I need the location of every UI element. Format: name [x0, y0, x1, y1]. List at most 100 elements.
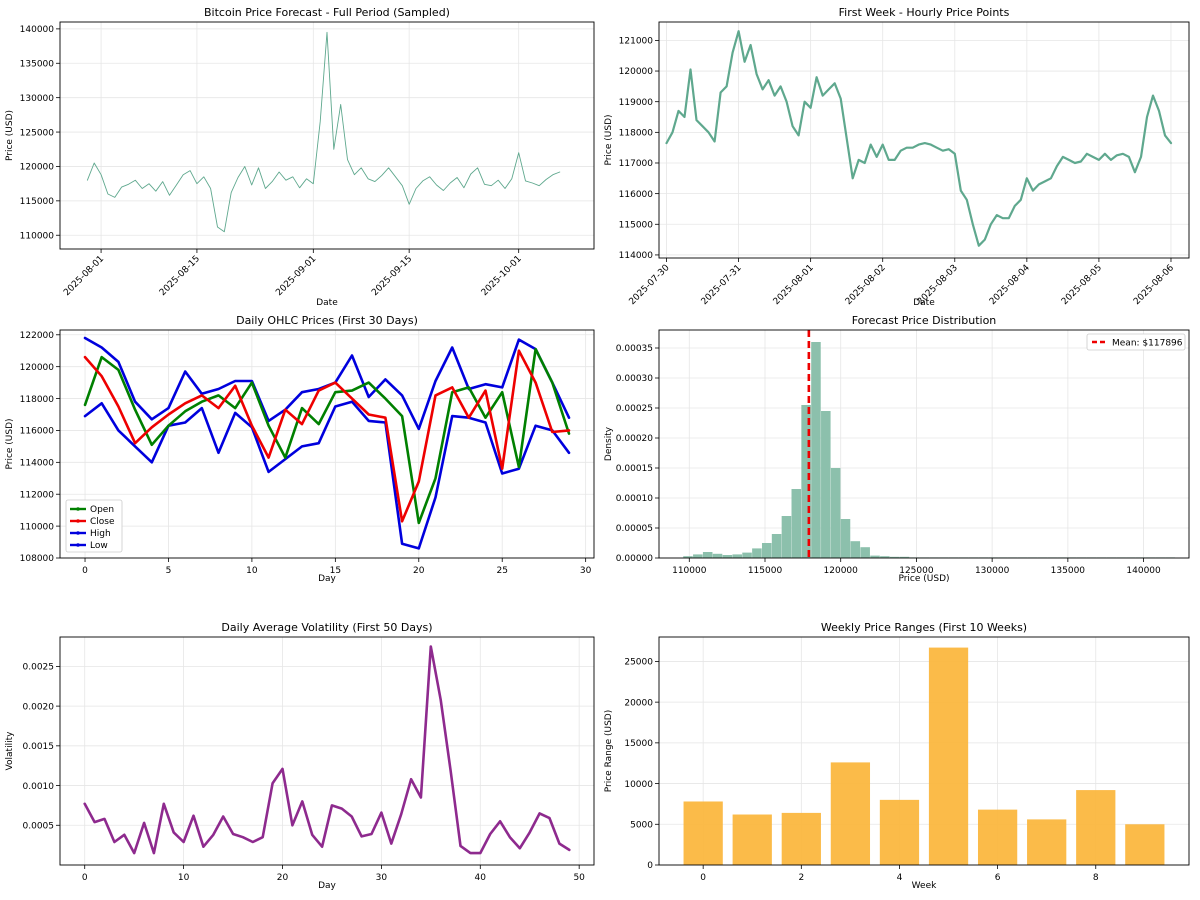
bar-week — [1125, 824, 1165, 865]
bar-week — [1027, 819, 1067, 865]
series-line-low — [83, 400, 571, 550]
x-tick-label: 10 — [246, 566, 258, 576]
y-tick-label: 114000 — [20, 459, 55, 469]
x-tick-label: 110000 — [672, 566, 707, 576]
y-tick-label: 0.0010 — [23, 782, 55, 792]
histogram-bar — [899, 556, 910, 558]
bar-week — [1076, 790, 1116, 865]
x-tick-label: 130000 — [975, 566, 1010, 576]
x-tick-label: 125000 — [899, 566, 934, 576]
y-tick-label: 116000 — [20, 427, 55, 437]
y-tick-label: 0.00005 — [616, 524, 653, 534]
x-tick-label: 20 — [413, 566, 425, 576]
plot-frame — [59, 636, 595, 866]
x-axis-label: Date — [316, 298, 338, 308]
y-tick-label: 116000 — [619, 190, 654, 200]
histogram-bar — [880, 556, 890, 558]
series-line-close — [83, 349, 571, 523]
histogram-bar — [693, 554, 703, 558]
histogram-bar — [821, 411, 831, 558]
x-tick-label: 120000 — [824, 566, 859, 576]
x-tick-label: 50 — [573, 873, 585, 883]
legend-box — [1086, 333, 1186, 351]
x-tick-label: 25 — [496, 566, 507, 576]
legend-label: Mean: $117896 — [1112, 339, 1183, 349]
x-tick-label: 0 — [82, 873, 88, 883]
y-tick-label: 5000 — [630, 820, 653, 830]
x-tick-label: 2025-08-02 — [844, 263, 888, 307]
x-tick-label: 2025-09-01 — [274, 254, 318, 298]
y-tick-label: 0.00020 — [616, 434, 653, 444]
y-tick-label: 0.00035 — [616, 344, 653, 354]
x-tick-label: 135000 — [1051, 566, 1086, 576]
x-axis-label: Day — [318, 881, 336, 891]
y-tick-label: 121000 — [619, 37, 654, 47]
histogram-bar — [732, 554, 742, 558]
x-tick-label: 2025-10-01 — [480, 254, 524, 298]
x-tick-label: 6 — [995, 873, 1001, 883]
histogram-bar — [791, 489, 802, 558]
x-tick-label: 15 — [330, 566, 341, 576]
histogram-bar — [840, 519, 851, 558]
series-line-open — [83, 347, 571, 525]
y-tick-label: 115000 — [619, 220, 654, 230]
y-axis-label: Volatility — [5, 731, 15, 771]
histogram-bar — [771, 534, 782, 558]
y-axis-label: Price (USD) — [5, 110, 15, 161]
histogram-bar — [781, 516, 792, 558]
y-axis-label: Price Range (USD) — [604, 710, 614, 792]
y-tick-label: 135000 — [20, 59, 55, 69]
x-axis-label: Week — [912, 881, 937, 891]
legend-label: Close — [90, 517, 115, 527]
chart-title: Daily OHLC Prices (First 30 Days) — [236, 314, 418, 327]
x-tick-label: 10 — [178, 873, 190, 883]
y-tick-label: 0.00010 — [616, 494, 653, 504]
x-tick-label: 140000 — [1126, 566, 1161, 576]
x-tick-label: 2025-08-15 — [158, 254, 202, 298]
y-tick-label: 0.00030 — [616, 374, 653, 384]
x-tick-label: 0 — [82, 566, 88, 576]
y-tick-label: 120000 — [619, 67, 654, 77]
chart-title: Bitcoin Price Forecast - Full Period (Sa… — [204, 6, 450, 19]
y-tick-label: 20000 — [624, 698, 653, 708]
y-tick-label: 114000 — [619, 251, 654, 261]
histogram-bar — [722, 555, 733, 558]
bar-week — [683, 801, 723, 865]
x-tick-label: 20 — [277, 873, 289, 883]
y-axis-label: Density — [604, 426, 614, 461]
plot-frame — [59, 21, 595, 250]
bar-week — [781, 812, 821, 865]
legend-label: Open — [90, 505, 114, 515]
y-tick-label: 120000 — [20, 363, 55, 373]
x-tick-label: 8 — [1093, 873, 1099, 883]
legend-box — [65, 499, 123, 553]
legend-marker — [76, 531, 80, 535]
y-tick-label: 117000 — [619, 159, 654, 169]
plot-frame — [658, 21, 1190, 259]
y-tick-label: 108000 — [20, 554, 55, 564]
plot-frame — [658, 636, 1190, 866]
x-axis-label: Date — [913, 298, 935, 308]
histogram-bar — [702, 552, 713, 558]
x-tick-label: 2025-08-01 — [62, 254, 106, 298]
histogram-bar — [830, 468, 841, 558]
x-axis-label: Price (USD) — [898, 574, 949, 584]
bar-week — [928, 647, 969, 865]
histogram-bar — [761, 543, 772, 558]
histogram-bar — [870, 555, 880, 558]
plot-frame — [59, 329, 595, 559]
y-tick-label: 0.0015 — [23, 742, 55, 752]
y-tick-label: 0.0020 — [23, 702, 55, 712]
legend-marker — [76, 519, 80, 523]
y-tick-label: 110000 — [20, 522, 55, 532]
y-tick-label: 0.00015 — [616, 464, 653, 474]
x-tick-label: 0 — [700, 873, 706, 883]
y-axis-label: Price (USD) — [604, 114, 614, 165]
plot-frame — [658, 329, 1190, 559]
y-tick-label: 0.00025 — [616, 404, 653, 414]
histogram-bar — [811, 342, 821, 558]
y-tick-label: 115000 — [20, 197, 55, 207]
x-tick-label: 40 — [475, 873, 487, 883]
x-tick-label: 2025-07-30 — [628, 263, 672, 307]
y-tick-label: 119000 — [619, 98, 654, 108]
